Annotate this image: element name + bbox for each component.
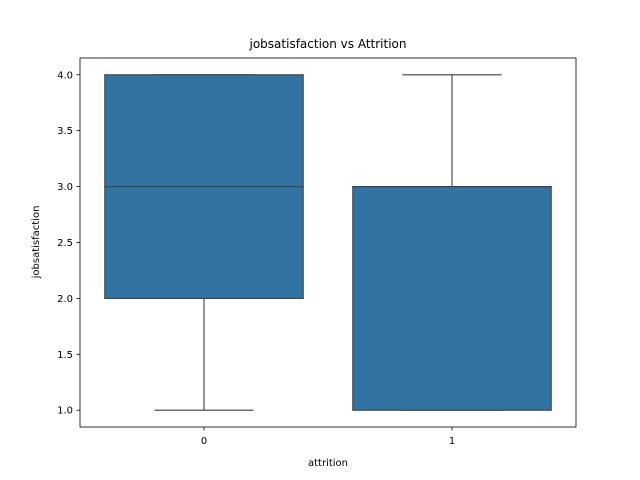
y-tick-label: 2.5	[57, 238, 73, 249]
box-1	[352, 186, 552, 411]
x-axis-label: attrition	[308, 458, 348, 469]
y-tick-label: 4.0	[57, 70, 73, 81]
y-tick-label: 3.0	[57, 182, 73, 193]
axes-frame	[79, 57, 577, 428]
y-tick-label: 1.0	[57, 406, 73, 417]
y-tick-label: 3.5	[57, 126, 73, 137]
x-tick-label: 1	[449, 436, 455, 447]
chart-title: jobsatisfaction vs Attrition	[249, 37, 407, 51]
x-tick-label: 0	[201, 436, 207, 447]
y-tick-label: 2.0	[57, 294, 73, 305]
plot-area: 1.0 1.5 2.0 2.5 3.0 3.5 4.0 0 1	[57, 70, 552, 447]
y-axis-label: jobsatisfaction	[31, 206, 42, 280]
y-tick-label: 1.5	[57, 350, 73, 361]
